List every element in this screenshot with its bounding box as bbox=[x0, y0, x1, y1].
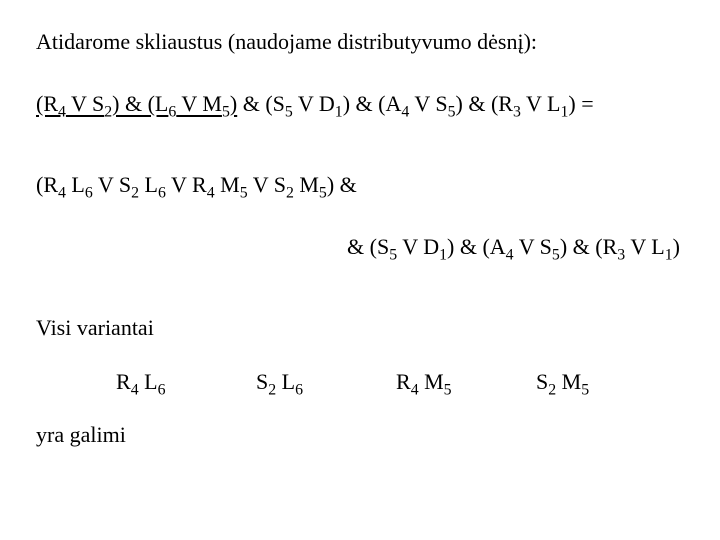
variant-3: R4 M5 bbox=[396, 368, 536, 396]
eq1-rest: & (S5 V D1) & (A4 V S5) & (R3 V L1) = bbox=[237, 91, 593, 116]
heading-text: Atidarome skliaustus (naudojame distribu… bbox=[36, 28, 690, 56]
yra-galimi-label: yra galimi bbox=[36, 421, 690, 449]
variant-2: S2 L6 bbox=[256, 368, 396, 396]
variants-row: R4 L6 S2 L6 R4 M5 S2 M5 bbox=[36, 368, 690, 396]
equation-line-3: & (S5 V D1) & (A4 V S5) & (R3 V L1) bbox=[36, 233, 690, 261]
equation-line-2: (R4 L6 V S2 L6 V R4 M5 V S2 M5) & bbox=[36, 171, 690, 199]
equation-line-1: (R4 V S2) & (L6 V M5) & (S5 V D1) & (A4 … bbox=[36, 90, 690, 118]
slide-content: Atidarome skliaustus (naudojame distribu… bbox=[0, 0, 720, 449]
eq1-underlined: (R4 V S2) & (L6 V M5) bbox=[36, 91, 237, 116]
visi-variantai-label: Visi variantai bbox=[36, 314, 690, 342]
variant-4: S2 M5 bbox=[536, 368, 676, 396]
variant-1: R4 L6 bbox=[116, 368, 256, 396]
